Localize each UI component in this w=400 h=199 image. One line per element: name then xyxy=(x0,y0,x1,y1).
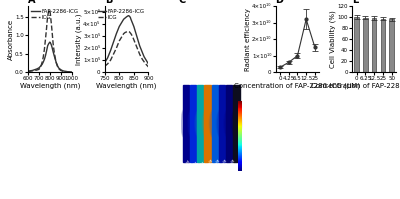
Text: E: E xyxy=(352,0,359,5)
Bar xyxy=(226,86,232,162)
Text: 0 µM: 0 µM xyxy=(232,163,241,172)
Bar xyxy=(354,17,359,72)
Text: 1.56 µM: 1.56 µM xyxy=(223,159,236,172)
Ellipse shape xyxy=(203,108,212,139)
Bar xyxy=(381,19,385,72)
Bar xyxy=(204,86,210,162)
Text: 100 µM: 100 µM xyxy=(180,160,192,172)
Ellipse shape xyxy=(180,108,191,139)
Bar xyxy=(212,86,218,162)
Text: D: D xyxy=(276,0,284,5)
Bar xyxy=(363,18,368,72)
Y-axis label: Intensity (a.u.): Intensity (a.u.) xyxy=(75,13,82,65)
Ellipse shape xyxy=(195,108,206,139)
Text: 25 µM: 25 µM xyxy=(195,161,206,172)
Bar xyxy=(372,18,376,72)
Ellipse shape xyxy=(209,108,220,139)
Ellipse shape xyxy=(210,108,219,139)
Bar xyxy=(183,86,189,162)
X-axis label: Wavelength (nm): Wavelength (nm) xyxy=(96,83,157,89)
Text: 6.25 µM: 6.25 µM xyxy=(208,159,221,172)
Ellipse shape xyxy=(182,108,190,139)
Text: 3.12 µM: 3.12 µM xyxy=(216,159,228,172)
Text: 12.5 µM: 12.5 µM xyxy=(201,159,214,172)
Y-axis label: Absorbance: Absorbance xyxy=(8,19,14,60)
Text: C: C xyxy=(178,0,186,5)
Text: Concentration: Concentration xyxy=(192,15,232,20)
Ellipse shape xyxy=(196,108,204,139)
Ellipse shape xyxy=(231,108,242,139)
Ellipse shape xyxy=(218,108,226,139)
Bar xyxy=(219,86,225,162)
Y-axis label: Cell Viability (%): Cell Viability (%) xyxy=(330,10,336,68)
Ellipse shape xyxy=(224,108,235,139)
Bar xyxy=(190,86,196,162)
Text: 50 µM: 50 µM xyxy=(188,161,198,172)
Text: A: A xyxy=(28,0,36,5)
Legend: FAP-2286-ICG, ICG: FAP-2286-ICG, ICG xyxy=(29,7,81,23)
Bar xyxy=(234,86,240,162)
Ellipse shape xyxy=(232,108,241,139)
X-axis label: Concentration of FAP-2286-ICG (µM): Concentration of FAP-2286-ICG (µM) xyxy=(234,83,360,89)
Ellipse shape xyxy=(216,108,228,139)
Text: B: B xyxy=(105,0,112,5)
Ellipse shape xyxy=(188,108,198,139)
X-axis label: Wavelength (nm): Wavelength (nm) xyxy=(20,83,80,89)
X-axis label: Concentration of FAP-2286-ICG (µM): Concentration of FAP-2286-ICG (µM) xyxy=(311,83,400,89)
Y-axis label: Radiant efficiency: Radiant efficiency xyxy=(244,8,250,71)
Legend: FAP-2286-ICG, ICG: FAP-2286-ICG, ICG xyxy=(96,7,147,23)
Ellipse shape xyxy=(189,108,197,139)
Bar xyxy=(390,19,394,72)
Bar xyxy=(197,86,203,162)
Ellipse shape xyxy=(202,108,213,139)
Ellipse shape xyxy=(225,108,234,139)
